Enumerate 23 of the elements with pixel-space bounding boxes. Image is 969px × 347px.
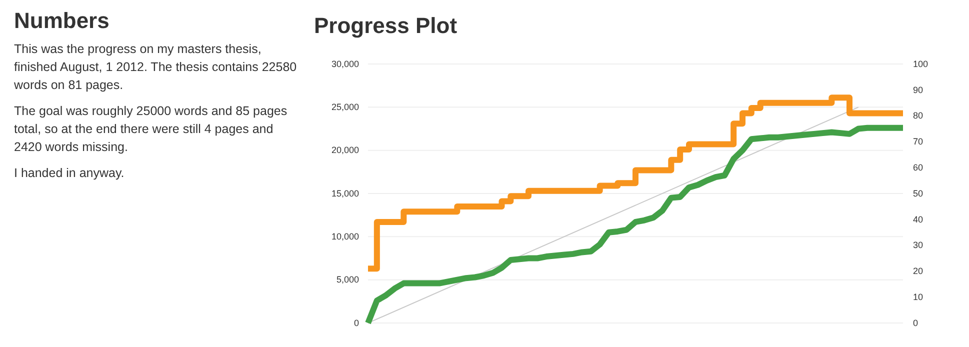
y-tick-label: 20,000 [331,145,359,156]
chart-title: Progress Plot [314,13,458,38]
y2-tick-label: 90 [913,84,924,95]
y-tick-label: 0 [354,318,359,328]
y2-tick-label: 50 [913,188,924,198]
text: The goal was roughly 25000 words and 85 pages total, so at the end there were still 4 pages and 2420 words missing. [14,103,288,156]
y2-tick-label: 0 [913,318,918,328]
y2-tick-label: 80 [913,110,924,121]
y2-tick-label: 10 [913,292,924,302]
y-tick-label: 25,000 [331,102,359,112]
y-tick-label: 5,000 [336,274,359,285]
y2-tick-label: 60 [913,162,924,172]
y2-tick-label: 30 [913,240,924,250]
text: This was the progress on my masters thesis, finished August, 1 2012. The thesis contains 22580 words on 81 pages. [14,41,298,94]
text: Numbers [14,8,110,34]
y-tick-label: 30,000 [331,58,359,69]
text: I handed in anyway. [14,165,126,182]
y2-tick-label: 20 [913,266,924,276]
y2-tick-label: 40 [913,214,924,224]
y-tick-label: 15,000 [331,188,359,198]
y-tick-label: 10,000 [331,232,359,242]
y2-tick-label: 70 [913,136,924,147]
y2-tick-label: 100 [913,58,928,69]
